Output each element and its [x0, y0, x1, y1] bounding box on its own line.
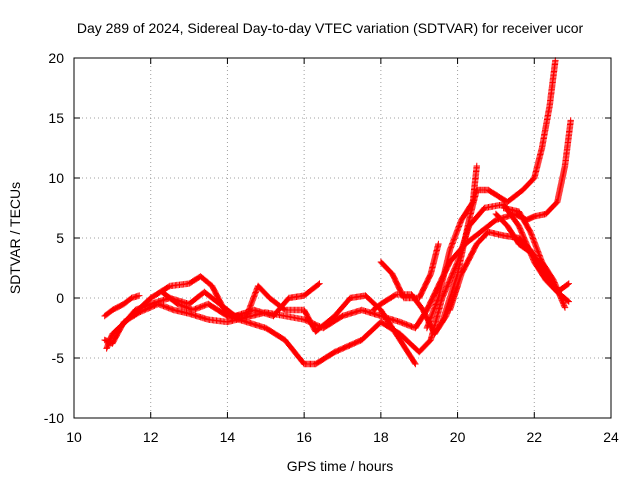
series-track-7: [377, 240, 442, 302]
data-point-marks: [439, 57, 559, 326]
series-track-4: [116, 280, 323, 332]
y-tick-label: -5: [52, 350, 65, 366]
y-tick-label: 15: [48, 110, 64, 126]
data-point-marks: [492, 210, 534, 256]
series-track-5: [159, 282, 419, 368]
y-tick-label: 5: [56, 230, 64, 246]
data-point-marks: [377, 240, 442, 302]
x-tick-label: 22: [526, 429, 542, 445]
data-point-marks: [101, 292, 143, 320]
x-tick-labels: 10 12 14 16 18 20 22 24: [66, 429, 619, 445]
chart-title: Day 289 of 2024, Sidereal Day-to-day VTE…: [77, 20, 584, 36]
y-tick-labels: -10 -5 0 5 10 15 20: [44, 50, 64, 426]
series-track-3: [103, 201, 572, 368]
series-track-1: [101, 292, 143, 320]
plot-frame: [73, 57, 612, 419]
x-axis-label: GPS time / hours: [287, 458, 394, 474]
y-axis-label: SDTVAR / TECUs: [7, 182, 23, 294]
data-point-marks: [159, 282, 419, 368]
data-points: [101, 57, 574, 368]
x-tick-label: 18: [373, 429, 389, 445]
data-point-marks: [500, 204, 569, 311]
x-tick-label: 24: [603, 429, 619, 445]
y-tick-label: 20: [48, 50, 64, 66]
y-tick-label: -10: [44, 410, 64, 426]
y-tick-label: 0: [56, 290, 64, 306]
x-tick-label: 10: [66, 429, 82, 445]
x-tick-label: 14: [220, 429, 236, 445]
x-tick-label: 20: [450, 429, 466, 445]
data-point-marks: [103, 201, 572, 368]
data-point-marks: [116, 280, 323, 332]
x-tick-label: 12: [143, 429, 159, 445]
series-track-9: [439, 57, 559, 326]
x-tick-label: 16: [296, 429, 312, 445]
series-track-12: [500, 204, 569, 311]
series-track-11: [492, 210, 534, 256]
y-tick-label: 10: [48, 170, 64, 186]
